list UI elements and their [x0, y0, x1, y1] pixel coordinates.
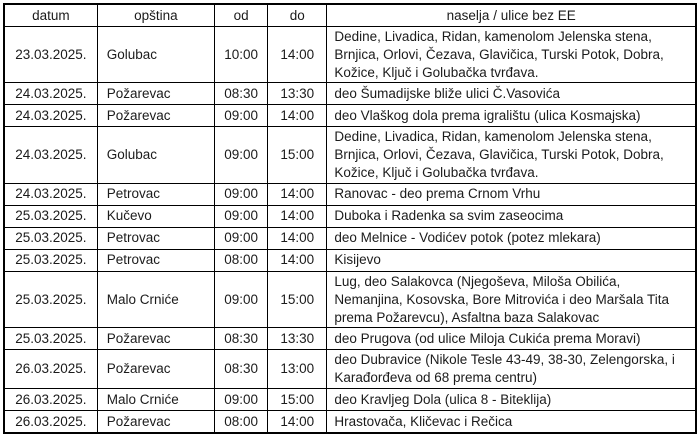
cell-opstina: Požarevac — [96, 327, 216, 351]
cell-time-from: 09:00 — [214, 204, 269, 228]
cell-time-from: 09:00 — [214, 226, 269, 250]
cell-time-from: 08:30 — [214, 327, 269, 351]
cell-datum: 24.03.2025. — [3, 104, 98, 128]
cell-settlements: deo Dubravice (Nikole Tesle 43-49, 38-30… — [326, 349, 697, 389]
outage-schedule: datum opština od do naselja / ulice bez … — [3, 3, 697, 434]
table-body: 23.03.2025. Golubac 10:00 14:00 Dedine, … — [3, 25, 697, 434]
table-row: 26.03.2025. Požarevac 08:00 14:00 Hrasto… — [3, 409, 697, 434]
cell-datum: 25.03.2025. — [3, 248, 98, 272]
cell-datum: 26.03.2025. — [3, 409, 98, 434]
cell-time-to: 14:00 — [267, 104, 328, 128]
cell-time-to: 13:30 — [267, 82, 328, 106]
cell-time-from: 08:30 — [214, 82, 269, 106]
header-row: datum opština od do naselja / ulice bez … — [3, 3, 697, 27]
cell-settlements: deo Prugova (od ulice Miloja Cukića prem… — [326, 327, 697, 351]
table-row: 24.03.2025. Požarevac 09:00 14:00 deo Vl… — [3, 104, 697, 128]
column-header-do: do — [267, 3, 328, 27]
cell-datum: 23.03.2025. — [3, 25, 98, 84]
cell-opstina: Požarevac — [96, 104, 216, 128]
cell-opstina: Požarevac — [96, 349, 216, 389]
cell-opstina: Golubac — [96, 126, 216, 184]
cell-time-from: 08:00 — [214, 248, 269, 272]
table-row: 24.03.2025. Golubac 09:00 15:00 Dedine, … — [3, 126, 697, 184]
cell-time-from: 10:00 — [214, 25, 269, 84]
cell-opstina: Požarevac — [96, 82, 216, 106]
table-row: 25.03.2025. Petrovac 08:00 14:00 Kisijev… — [3, 248, 697, 272]
column-header-datum: datum — [3, 3, 98, 27]
cell-time-from: 09:00 — [214, 182, 269, 206]
column-header-od: od — [214, 3, 269, 27]
table-row: 25.03.2025. Malo Crniće 09:00 15:00 Lug,… — [3, 270, 697, 329]
cell-opstina: Petrovac — [96, 248, 216, 272]
cell-datum: 24.03.2025. — [3, 182, 98, 206]
cell-opstina: Petrovac — [96, 182, 216, 206]
cell-settlements: Dedine, Livadica, Ridan, kamenolom Jelen… — [326, 25, 697, 84]
cell-settlements: Lug, deo Salakovca (Njegoševa, Miloša Ob… — [326, 270, 697, 329]
cell-datum: 24.03.2025. — [3, 126, 98, 184]
cell-time-from: 09:00 — [214, 104, 269, 128]
cell-time-to: 14:00 — [267, 226, 328, 250]
cell-opstina: Malo Crniće — [96, 270, 216, 329]
cell-time-to: 15:00 — [267, 270, 328, 329]
cell-settlements: Ranovac - deo prema Crnom Vrhu — [326, 182, 697, 206]
cell-time-to: 13:30 — [267, 327, 328, 351]
cell-opstina: Malo Crniće — [96, 387, 216, 411]
table-row: 25.03.2025. Petrovac 09:00 14:00 deo Mel… — [3, 226, 697, 250]
cell-time-from: 09:00 — [214, 126, 269, 184]
cell-time-to: 14:00 — [267, 25, 328, 84]
cell-settlements: Dedine, Livadica, Ridan, kamenolom Jelen… — [326, 126, 697, 184]
cell-settlements: Kisijevo — [326, 248, 697, 272]
cell-settlements: deo Melnice - Vodićev potok (potez mleka… — [326, 226, 697, 250]
cell-opstina: Požarevac — [96, 409, 216, 434]
column-header-opstina: opština — [96, 3, 216, 27]
outage-schedule-table: datum opština od do naselja / ulice bez … — [3, 3, 697, 434]
cell-settlements: Hrastovača, Kličevac i Rečica — [326, 409, 697, 434]
cell-settlements: deo Kravljeg Dola (ulica 8 - Biteklija) — [326, 387, 697, 411]
cell-opstina: Golubac — [96, 25, 216, 84]
table-row: 26.03.2025. Malo Crniće 09:00 15:00 deo … — [3, 387, 697, 411]
cell-settlements: deo Vlaškog dola prema igralištu (ulica … — [326, 104, 697, 128]
cell-time-from: 08:00 — [214, 409, 269, 434]
cell-datum: 25.03.2025. — [3, 327, 98, 351]
cell-settlements: deo Šumadijske bliže ulici Č.Vasovića — [326, 82, 697, 106]
cell-datum: 26.03.2025. — [3, 349, 98, 389]
cell-time-from: 08:30 — [214, 349, 269, 389]
cell-datum: 25.03.2025. — [3, 226, 98, 250]
cell-time-from: 09:00 — [214, 270, 269, 329]
cell-time-to: 15:00 — [267, 387, 328, 411]
table-row: 23.03.2025. Golubac 10:00 14:00 Dedine, … — [3, 25, 697, 84]
cell-opstina: Kučevo — [96, 204, 216, 228]
cell-datum: 25.03.2025. — [3, 270, 98, 329]
table-row: 26.03.2025. Požarevac 08:30 13:00 deo Du… — [3, 349, 697, 389]
cell-time-to: 14:00 — [267, 182, 328, 206]
cell-time-to: 15:00 — [267, 126, 328, 184]
cell-opstina: Petrovac — [96, 226, 216, 250]
cell-time-to: 14:00 — [267, 204, 328, 228]
cell-time-to: 13:00 — [267, 349, 328, 389]
cell-datum: 26.03.2025. — [3, 387, 98, 411]
table-row: 25.03.2025. Kučevo 09:00 14:00 Duboka i … — [3, 204, 697, 228]
cell-time-to: 14:00 — [267, 409, 328, 434]
cell-settlements: Duboka i Radenka sa svim zaseocima — [326, 204, 697, 228]
table-row: 24.03.2025. Požarevac 08:30 13:30 deo Šu… — [3, 82, 697, 106]
cell-datum: 25.03.2025. — [3, 204, 98, 228]
table-row: 24.03.2025. Petrovac 09:00 14:00 Ranovac… — [3, 182, 697, 206]
column-header-naselja: naselja / ulice bez EE — [326, 3, 697, 27]
cell-datum: 24.03.2025. — [3, 82, 98, 106]
table-row: 25.03.2025. Požarevac 08:30 13:30 deo Pr… — [3, 327, 697, 351]
cell-time-to: 14:00 — [267, 248, 328, 272]
cell-time-from: 09:00 — [214, 387, 269, 411]
